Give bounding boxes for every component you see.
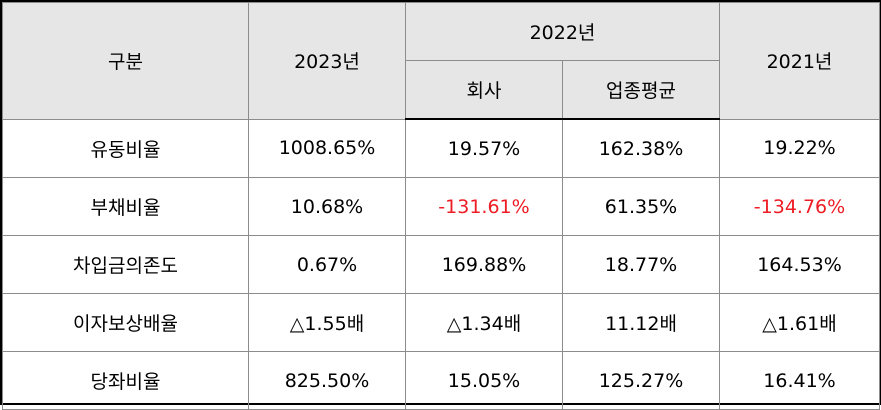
row-label: 차입금의존도 (2, 235, 249, 294)
cell-2023: 825.50% (248, 351, 406, 410)
cell-2021: -134.76% (719, 177, 880, 236)
row-label: 부채비율 (2, 177, 249, 236)
header-company: 회사 (405, 60, 563, 120)
row-label: 유동비율 (2, 118, 249, 178)
table-row: 당좌비율 825.50% 15.05% 125.27% 16.41% (2, 351, 880, 410)
row-label: 이자보상배율 (2, 293, 249, 352)
table-row: 이자보상배율 △1.55배 △1.34배 11.12배 △1.61배 (2, 293, 880, 352)
cell-2023: 1008.65% (248, 118, 406, 178)
table-row: 부채비율 10.68% -131.61% 61.35% -134.76% (2, 177, 880, 236)
cell-2022-industry: 18.77% (562, 235, 720, 294)
cell-2021: 164.53% (719, 235, 880, 294)
table-row: 차입금의존도 0.67% 169.88% 18.77% 164.53% (2, 235, 880, 294)
header-industry-average: 업종평균 (562, 60, 720, 120)
header-year-2021: 2021년 (719, 2, 880, 120)
cell-2022-company: 15.05% (405, 351, 563, 410)
cell-2022-company: △1.34배 (405, 293, 563, 352)
cell-2023: 10.68% (248, 177, 406, 236)
cell-2023: 0.67% (248, 235, 406, 294)
cell-2021: 19.22% (719, 118, 880, 178)
table-row: 유동비율 1008.65% 19.57% 162.38% 19.22% (2, 118, 880, 178)
cell-2022-company: 19.57% (405, 118, 563, 178)
header-category: 구분 (2, 2, 249, 120)
header-year-2023: 2023년 (248, 2, 406, 120)
cell-2022-company: 169.88% (405, 235, 563, 294)
header-year-2022: 2022년 (405, 2, 720, 61)
cell-2022-industry: 125.27% (562, 351, 720, 410)
cell-2021: △1.61배 (719, 293, 880, 352)
cell-2023: △1.55배 (248, 293, 406, 352)
cell-2022-industry: 162.38% (562, 118, 720, 178)
cell-2022-company: -131.61% (405, 177, 563, 236)
cell-2022-industry: 61.35% (562, 177, 720, 236)
cell-2021: 16.41% (719, 351, 880, 410)
row-label: 당좌비율 (2, 351, 249, 410)
cell-2022-industry: 11.12배 (562, 293, 720, 352)
